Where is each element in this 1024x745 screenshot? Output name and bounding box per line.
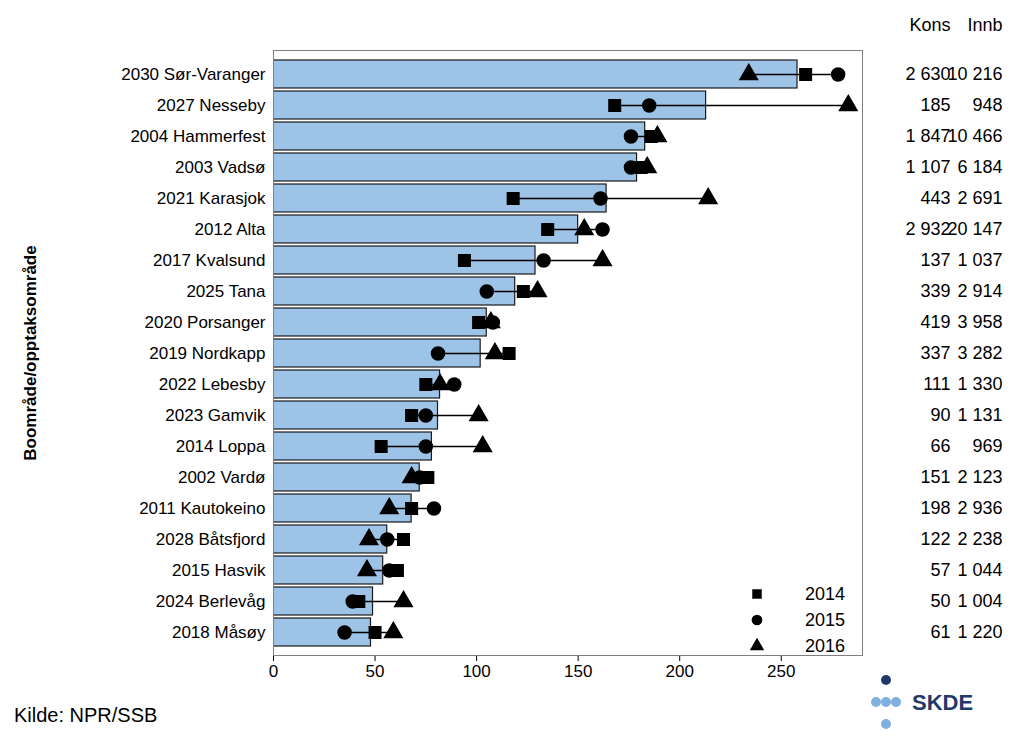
svg-text:50: 50: [930, 591, 950, 611]
svg-text:Boområde/opptaksområde: Boområde/opptaksområde: [21, 245, 40, 460]
svg-text:66: 66: [930, 436, 950, 456]
svg-text:Kons: Kons: [909, 15, 950, 35]
svg-text:90: 90: [930, 405, 950, 425]
svg-text:2023 Gamvik: 2023 Gamvik: [165, 406, 266, 425]
html-text:Kilde: NPR/SSB: Kilde: NPR/SSB: [14, 704, 158, 726]
svg-text:198: 198: [920, 498, 950, 518]
svg-text:SKDE: SKDE: [912, 690, 973, 715]
svg-text:2018 Måsøy: 2018 Måsøy: [172, 623, 266, 642]
svg-text:2020 Porsanger: 2020 Porsanger: [145, 313, 266, 332]
svg-text:2 691: 2 691: [957, 188, 1002, 208]
svg-text:443: 443: [920, 188, 950, 208]
svg-text:2014 Loppa: 2014 Loppa: [176, 437, 266, 456]
svg-text:137: 137: [920, 250, 950, 270]
svg-text:2027 Nesseby: 2027 Nesseby: [157, 96, 266, 115]
svg-text:50: 50: [366, 662, 385, 681]
svg-text:10 466: 10 466: [947, 126, 1002, 146]
svg-text:2022 Lebesby: 2022 Lebesby: [159, 375, 266, 394]
svg-text:111: 111: [923, 374, 950, 394]
svg-text:122: 122: [920, 529, 950, 549]
svg-text:2 630: 2 630: [905, 64, 950, 84]
svg-text:2016: 2016: [805, 636, 845, 656]
svg-text:419: 419: [920, 312, 950, 332]
svg-text:2 932: 2 932: [905, 219, 950, 239]
svg-text:2 238: 2 238: [957, 529, 1002, 549]
svg-text:2019 Nordkapp: 2019 Nordkapp: [149, 344, 265, 363]
svg-text:0: 0: [269, 662, 278, 681]
svg-text:Innb: Innb: [967, 15, 1002, 35]
svg-text:2030 Sør-Varanger: 2030 Sør-Varanger: [121, 65, 266, 84]
svg-text:337: 337: [920, 343, 950, 363]
svg-text:1 037: 1 037: [957, 250, 1002, 270]
svg-text:2 123: 2 123: [957, 467, 1002, 487]
svg-text:61: 61: [930, 622, 950, 642]
svg-text:1 220: 1 220: [957, 622, 1002, 642]
svg-text:2028 Båtsfjord: 2028 Båtsfjord: [156, 530, 266, 549]
svg-text:6 184: 6 184: [957, 157, 1002, 177]
svg-text:2004 Hammerfest: 2004 Hammerfest: [130, 127, 265, 146]
svg-text:250: 250: [767, 662, 795, 681]
svg-text:20 147: 20 147: [947, 219, 1002, 239]
svg-text:2014: 2014: [805, 584, 845, 604]
svg-text:1 847: 1 847: [905, 126, 950, 146]
svg-text:2003 Vadsø: 2003 Vadsø: [175, 158, 265, 177]
svg-text:2021 Karasjok: 2021 Karasjok: [157, 189, 266, 208]
svg-text:3 958: 3 958: [957, 312, 1002, 332]
svg-text:2011 Kautokeino: 2011 Kautokeino: [139, 499, 265, 518]
svg-text:2024 Berlevåg: 2024 Berlevåg: [156, 592, 266, 611]
svg-text:100: 100: [462, 662, 490, 681]
svg-text:2025 Tana: 2025 Tana: [186, 282, 266, 301]
svg-text:200: 200: [666, 662, 694, 681]
svg-text:1 131: 1 131: [957, 405, 1002, 425]
svg-text:969: 969: [972, 436, 1002, 456]
svg-text:2015 Hasvik: 2015 Hasvik: [172, 561, 266, 580]
svg-text:57: 57: [930, 560, 950, 580]
svg-text:3 282: 3 282: [957, 343, 1002, 363]
svg-text:2015: 2015: [805, 610, 845, 630]
svg-text:2002 Vardø: 2002 Vardø: [178, 468, 266, 487]
svg-text:2017 Kvalsund: 2017 Kvalsund: [153, 251, 265, 270]
svg-text:2 914: 2 914: [957, 281, 1002, 301]
svg-text:1 004: 1 004: [957, 591, 1002, 611]
svg-text:1 330: 1 330: [957, 374, 1002, 394]
svg-text:1 044: 1 044: [957, 560, 1002, 580]
svg-text:185: 185: [920, 95, 950, 115]
svg-text:2012 Alta: 2012 Alta: [195, 220, 266, 239]
svg-text:339: 339: [920, 281, 950, 301]
svg-text:151: 151: [920, 467, 950, 487]
svg-text:948: 948: [972, 95, 1002, 115]
svg-text:10 216: 10 216: [947, 64, 1002, 84]
svg-text:1 107: 1 107: [905, 157, 950, 177]
svg-text:2 936: 2 936: [957, 498, 1002, 518]
svg-text:150: 150: [564, 662, 592, 681]
